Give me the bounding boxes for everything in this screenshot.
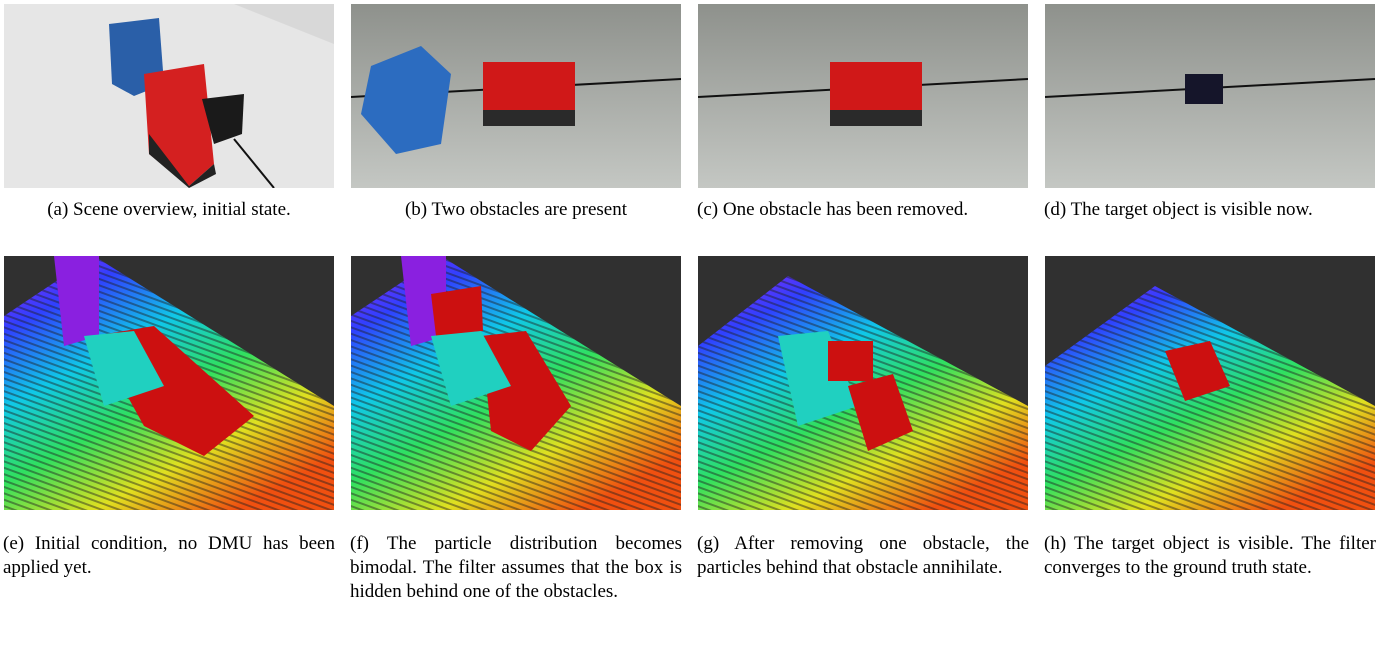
caption-text: The target object is visible now.	[1071, 199, 1313, 220]
caption-label: (d)	[1044, 199, 1066, 220]
caption: (h) The target object is visible. The fi…	[1044, 532, 1376, 580]
caption-label: (a)	[47, 199, 68, 220]
caption-text: One obstacle has been removed.	[723, 199, 968, 220]
photo-d	[1045, 4, 1375, 188]
caption-label: (h)	[1044, 533, 1066, 554]
caption: (g) After removing one obstacle, the par…	[697, 532, 1029, 580]
caption-text: The particle distribution becomes bimoda…	[350, 533, 682, 602]
photo-c	[698, 4, 1028, 188]
caption: (e) Initial condition, no DMU has been a…	[3, 532, 335, 580]
caption-label: (f)	[350, 533, 369, 554]
pointcloud-e	[4, 256, 334, 510]
pointcloud-h	[1045, 256, 1375, 510]
caption-text: Two obstacles are present	[432, 199, 627, 220]
caption-text: After removing one obstacle, the particl…	[697, 533, 1029, 578]
caption-label: (g)	[697, 533, 719, 554]
caption-text: Initial condition, no DMU has been appli…	[3, 533, 335, 578]
caption-label: (b)	[405, 199, 427, 220]
caption: (f) The particle distribution becomes bi…	[350, 532, 682, 604]
figure: (a) Scene overview, initial state. (b) T…	[0, 0, 1395, 658]
caption-text: Scene overview, initial state.	[73, 199, 291, 220]
pointcloud-g	[698, 256, 1028, 510]
caption-label: (e)	[3, 533, 24, 554]
photo-a	[4, 4, 334, 188]
caption-label: (c)	[697, 199, 718, 220]
photo-b	[351, 4, 681, 188]
caption: (c) One obstacle has been removed.	[697, 198, 1029, 222]
caption: (a) Scene overview, initial state.	[3, 198, 335, 222]
caption: (b) Two obstacles are present	[350, 198, 682, 222]
pointcloud-f	[351, 256, 681, 510]
caption-text: The target object is visible. The filter…	[1044, 533, 1376, 578]
caption: (d) The target object is visible now.	[1044, 198, 1376, 222]
